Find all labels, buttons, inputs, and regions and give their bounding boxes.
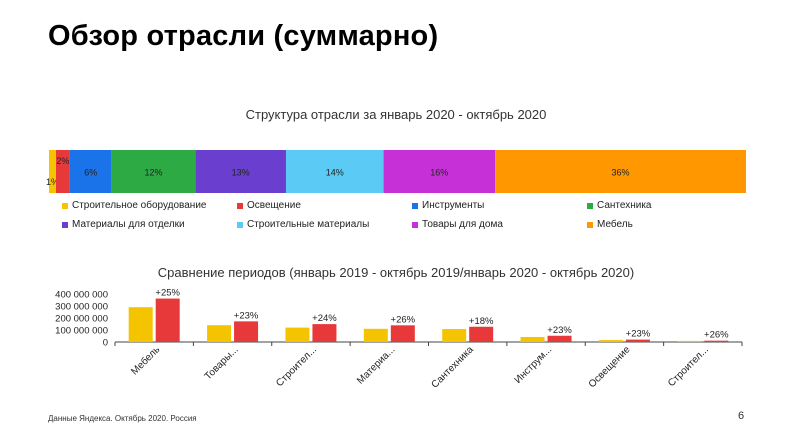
segment-label-инструменты: 6% (84, 168, 97, 178)
legend-item-сантехника: Сантехника (587, 200, 762, 211)
growth-label: +18% (469, 316, 494, 327)
bar-period1-2 (207, 325, 232, 342)
segment-label-строительное-оборудование: 1% (46, 177, 59, 187)
legend-item-материалы-для-отделки: Материалы для отделки (62, 219, 237, 230)
bar-period1-3 (285, 327, 310, 342)
growth-label: +26% (704, 330, 729, 341)
legend-swatch (237, 221, 243, 228)
bar-period2-2 (234, 321, 259, 342)
legend-swatch (62, 221, 68, 228)
y-tick-label: 200 000 000 (55, 314, 108, 325)
legend-item-строительные-материалы: Строительные материалы (237, 219, 412, 230)
x-category-label: Материа... (355, 344, 397, 386)
segment-инструменты (69, 150, 112, 193)
legend-item-товары-для-дома: Товары для дома (412, 219, 587, 230)
slide-title: Обзор отрасли (суммарно) (48, 20, 439, 52)
bar-period2-1 (155, 298, 180, 342)
bar-period1-8 (677, 340, 702, 342)
segment-сантехника (111, 150, 196, 193)
bar-period1-4 (363, 328, 388, 342)
bar-period2-5 (469, 326, 494, 342)
legend-swatch (412, 221, 418, 228)
x-category-label: Строител... (666, 344, 711, 389)
legend-label: Строительные материалы (247, 219, 370, 230)
y-tick-label: 0 (103, 338, 108, 349)
growth-label: +23% (626, 329, 651, 340)
bar-period1-7 (598, 340, 623, 342)
y-tick-label: 300 000 000 (55, 302, 108, 313)
legend-swatch (237, 202, 243, 209)
bar-period1-1 (128, 307, 153, 342)
structure-chart-title: Структура отрасли за январь 2020 - октяб… (245, 107, 547, 122)
structure-stacked-bar: 1% 2% 6% 12% 13% 14% 16% 36% (46, 150, 746, 193)
legend-item-освещение: Освещение (237, 200, 412, 211)
x-category-label: Товары... (203, 344, 241, 382)
growth-label: +26% (391, 314, 416, 325)
segment-label-освещение: 2% (56, 156, 69, 166)
page-number: 6 (738, 410, 745, 422)
growth-label: +23% (234, 310, 259, 321)
segment-label-сантехника: 12% (145, 168, 163, 178)
segment-материалы-для-отделки (195, 150, 286, 193)
y-tick-label: 400 000 000 (55, 290, 108, 301)
x-category-label: Инструм... (513, 344, 555, 386)
x-category-label: Сантехника (429, 344, 476, 391)
bar-period2-8 (704, 340, 729, 342)
segment-label-мебель: 36% (612, 168, 630, 178)
segment-мебель (495, 150, 746, 193)
bar-period1-6 (520, 336, 545, 342)
legend-swatch (587, 202, 593, 209)
legend-label: Товары для дома (422, 219, 503, 230)
segment-товары-для-дома (383, 150, 496, 193)
legend-label: Освещение (247, 200, 301, 211)
legend-item-мебель: Мебель (587, 219, 762, 230)
growth-label: +24% (312, 313, 337, 324)
legend-label: Материалы для отделки (72, 219, 185, 230)
segment-строительное-оборудование (49, 150, 56, 193)
bar-period2-4 (390, 325, 415, 342)
legend-item-строительное-оборудование: Строительное оборудование (62, 200, 237, 211)
legend-item-инструменты: Инструменты (412, 200, 587, 211)
bar-period2-7 (625, 339, 650, 342)
legend-swatch (587, 221, 593, 228)
bar-period1-5 (442, 329, 467, 342)
structure-legend: Строительное оборудование Освещение Инстру… (62, 200, 762, 230)
segment-label-товары-для-дома: 16% (430, 168, 448, 178)
legend-label: Сантехника (597, 200, 652, 211)
segment-освещение (55, 150, 70, 193)
comparison-chart-title: Сравнение периодов (январь 2019 - октябр… (157, 265, 635, 280)
legend-label: Строительное оборудование (72, 200, 207, 211)
legend-label: Мебель (597, 219, 633, 230)
y-tick-label: 100 000 000 (55, 326, 108, 337)
growth-label: +23% (547, 325, 572, 336)
legend-label: Инструменты (422, 200, 485, 211)
bar-period2-6 (547, 335, 572, 342)
segment-строительные-материалы (285, 150, 384, 193)
footer-source: Данные Яндекса. Октябрь 2020. Россия (48, 414, 197, 423)
x-category-label: Мебель (129, 344, 163, 378)
x-category-label: Строител... (274, 344, 319, 389)
segment-label-строительные-материалы: 14% (326, 168, 344, 178)
growth-label: +25% (155, 288, 180, 299)
legend-swatch (62, 202, 68, 209)
segment-label-материалы-для-отделки: 13% (232, 168, 250, 178)
x-category-label: Освещение (587, 344, 633, 390)
bar-period2-3 (312, 324, 337, 342)
legend-swatch (412, 202, 418, 209)
